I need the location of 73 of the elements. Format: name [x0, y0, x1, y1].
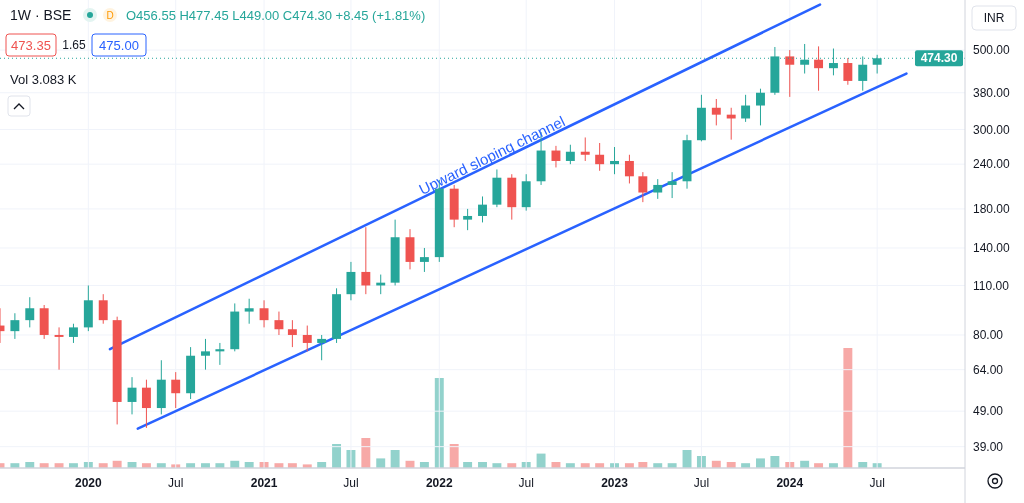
candlestick	[843, 57, 853, 86]
y-tick-label: 380.00	[973, 85, 1011, 100]
candlestick	[201, 338, 210, 371]
candlestick	[463, 208, 473, 231]
y-tick-label: 500.00	[973, 43, 1011, 58]
candlestick	[215, 342, 225, 366]
candlestick	[741, 94, 751, 123]
candlestick	[54, 326, 64, 371]
x-tick-label: 2024	[776, 476, 804, 490]
y-tick-label: 39.00	[973, 439, 1004, 454]
candlestick	[551, 145, 561, 168]
bar	[449, 444, 459, 468]
x-tick-label: Jul	[869, 476, 885, 490]
candlestick	[361, 226, 371, 295]
candlestick	[317, 334, 327, 361]
x-tick-label: Jul	[343, 476, 359, 490]
bar	[376, 458, 386, 468]
x-tick-label: Jul	[693, 476, 710, 490]
x-tick-label: 2023	[601, 476, 629, 490]
candlestick	[610, 146, 619, 175]
bar	[756, 458, 765, 468]
bar	[361, 438, 371, 468]
candlestick	[244, 298, 254, 325]
bar	[843, 348, 853, 468]
candlestick	[580, 136, 590, 162]
candlestick	[274, 311, 284, 336]
candlestick	[595, 142, 605, 172]
candlestick	[25, 296, 35, 328]
x-tick-label: Jul	[518, 476, 534, 490]
candlestick	[638, 171, 648, 203]
candlestick	[259, 299, 269, 328]
candlestick	[141, 379, 151, 429]
candlestick	[98, 293, 108, 325]
x-tick-label: 2022	[425, 476, 453, 490]
bar	[536, 453, 546, 468]
candlestick	[302, 325, 312, 352]
y-tick-label: 140.00	[973, 241, 1011, 256]
annotation: 1.65	[62, 38, 86, 53]
candlestick	[624, 154, 634, 184]
candlestick	[171, 371, 181, 409]
annotation: 475.00	[99, 37, 139, 53]
y-tick-label: 64.00	[973, 362, 1004, 377]
candlestick	[756, 88, 765, 126]
candlestick	[814, 45, 824, 92]
annotation: 473.35	[11, 37, 51, 53]
y-tick-label: 49.00	[973, 404, 1004, 419]
annotation: Vol 3.083 K	[10, 72, 77, 87]
candlestick	[68, 323, 78, 344]
bar	[770, 456, 780, 468]
candlestick	[653, 178, 663, 200]
candlestick	[478, 195, 487, 223]
y-tick-label: 240.00	[973, 157, 1011, 172]
bar	[390, 450, 400, 468]
candlestick	[711, 98, 721, 126]
candlestick	[565, 144, 575, 165]
x-tick-label: 2021	[250, 476, 278, 490]
y-tick-label: 110.00	[973, 278, 1010, 293]
x-tick-label: Jul	[168, 476, 184, 490]
candlestick	[667, 171, 677, 199]
text: INR	[983, 11, 1005, 26]
y-tick-label: 80.00	[973, 328, 1004, 343]
bar	[332, 444, 342, 468]
candlestick	[419, 247, 429, 273]
y-tick-label: 180.00	[973, 202, 1011, 217]
annotation: O456.55 H477.45 L449.00 C474.30 +8.45 (+1.81%)	[126, 8, 426, 23]
x-tick-label: 2020	[74, 476, 103, 490]
candlestick	[287, 319, 297, 348]
candlestick	[10, 312, 20, 340]
y-tick-label: 300.00	[973, 122, 1011, 137]
ref-line-label: 474.30	[920, 51, 958, 66]
candlestick	[346, 261, 356, 301]
annotation: 1W · BSE	[10, 7, 72, 23]
candlestick	[785, 49, 795, 98]
